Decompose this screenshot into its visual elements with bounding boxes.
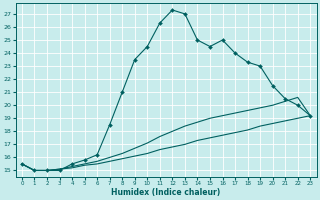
X-axis label: Humidex (Indice chaleur): Humidex (Indice chaleur): [111, 188, 221, 197]
